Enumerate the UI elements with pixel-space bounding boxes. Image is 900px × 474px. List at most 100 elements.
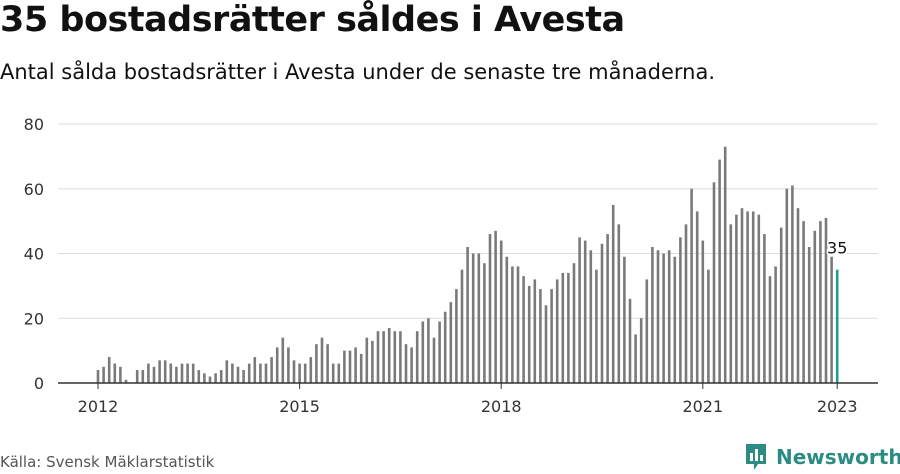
bar	[410, 347, 413, 383]
bar	[729, 224, 733, 383]
y-tick-label: 80	[24, 115, 44, 134]
bar	[583, 240, 587, 383]
bar	[667, 250, 671, 383]
bar	[163, 360, 167, 383]
y-tick-label: 20	[24, 309, 44, 328]
bar	[561, 272, 565, 383]
bar	[141, 370, 145, 383]
y-tick-label: 40	[24, 245, 44, 264]
bar	[791, 185, 794, 383]
bar	[673, 256, 677, 383]
bar	[376, 331, 380, 383]
bar	[102, 366, 105, 383]
bar	[326, 344, 329, 383]
bar	[382, 331, 385, 383]
bar	[186, 363, 189, 383]
bar	[253, 357, 257, 383]
bar	[371, 340, 374, 383]
bar	[309, 357, 313, 383]
bar	[695, 211, 699, 383]
bar	[348, 350, 352, 384]
bar	[751, 211, 755, 383]
bar	[259, 363, 262, 383]
bar	[768, 276, 772, 383]
bar	[191, 363, 195, 383]
bar	[595, 269, 598, 383]
bar	[113, 363, 117, 383]
bar	[415, 331, 419, 383]
bar	[662, 253, 665, 383]
bar	[785, 188, 789, 383]
bar	[337, 363, 341, 383]
bar	[511, 266, 514, 383]
bar	[219, 370, 223, 383]
x-tick-label: 2018	[481, 397, 522, 416]
bar	[544, 305, 548, 383]
x-axis-ticks: 2012 2015 2018 2021 2023	[78, 383, 858, 416]
bar	[645, 279, 649, 383]
chart-subtitle: Antal sålda bostadsrätter i Avesta under…	[0, 60, 715, 84]
bar	[287, 347, 290, 383]
bar	[315, 344, 318, 383]
bar	[634, 334, 637, 383]
bar	[158, 360, 161, 383]
bar	[572, 263, 576, 383]
bar	[231, 363, 234, 383]
chart-title: 35 bostadsrätter såldes i Avesta	[0, 0, 625, 40]
bar	[656, 250, 660, 383]
bar	[628, 298, 632, 383]
bar	[712, 182, 716, 383]
bar	[617, 224, 621, 383]
bar	[796, 208, 800, 383]
bar	[555, 279, 559, 383]
bar	[203, 373, 206, 383]
bar	[723, 146, 727, 383]
bar	[298, 363, 301, 383]
bar	[824, 217, 828, 383]
bar	[819, 221, 822, 384]
bar	[639, 318, 643, 383]
newsworthy-logo-icon	[746, 444, 766, 470]
bar	[516, 266, 520, 383]
bar	[343, 350, 346, 384]
bar	[499, 240, 503, 383]
bar	[740, 208, 744, 383]
bar	[774, 266, 777, 383]
bar	[718, 159, 721, 383]
bar	[365, 337, 369, 383]
bar	[757, 214, 761, 383]
bar	[438, 321, 441, 383]
bar	[421, 321, 425, 383]
bars	[96, 146, 839, 384]
y-tick-label: 60	[24, 180, 44, 199]
bar	[247, 363, 251, 383]
bar	[623, 256, 626, 383]
bar	[460, 269, 464, 383]
bar	[455, 289, 458, 383]
x-tick-label: 2021	[682, 397, 723, 416]
bar	[354, 347, 357, 383]
bar	[449, 302, 453, 383]
bar	[147, 363, 150, 383]
bar	[96, 370, 100, 383]
bar	[533, 279, 537, 383]
bar	[393, 331, 397, 383]
bar	[359, 353, 363, 383]
bar	[152, 366, 156, 383]
bar	[779, 227, 783, 383]
bar	[432, 337, 436, 383]
bar	[746, 211, 749, 383]
bar	[600, 243, 604, 383]
bar	[119, 366, 122, 383]
bar	[606, 234, 609, 383]
bar	[197, 370, 201, 383]
bar	[550, 289, 553, 383]
bar	[488, 234, 492, 383]
bar	[214, 373, 217, 383]
y-axis-ticks: 0 20 40 60 80	[24, 115, 44, 393]
bar	[275, 347, 279, 383]
bar	[404, 344, 408, 383]
bar	[124, 379, 128, 383]
x-tick-label: 2012	[78, 397, 119, 416]
